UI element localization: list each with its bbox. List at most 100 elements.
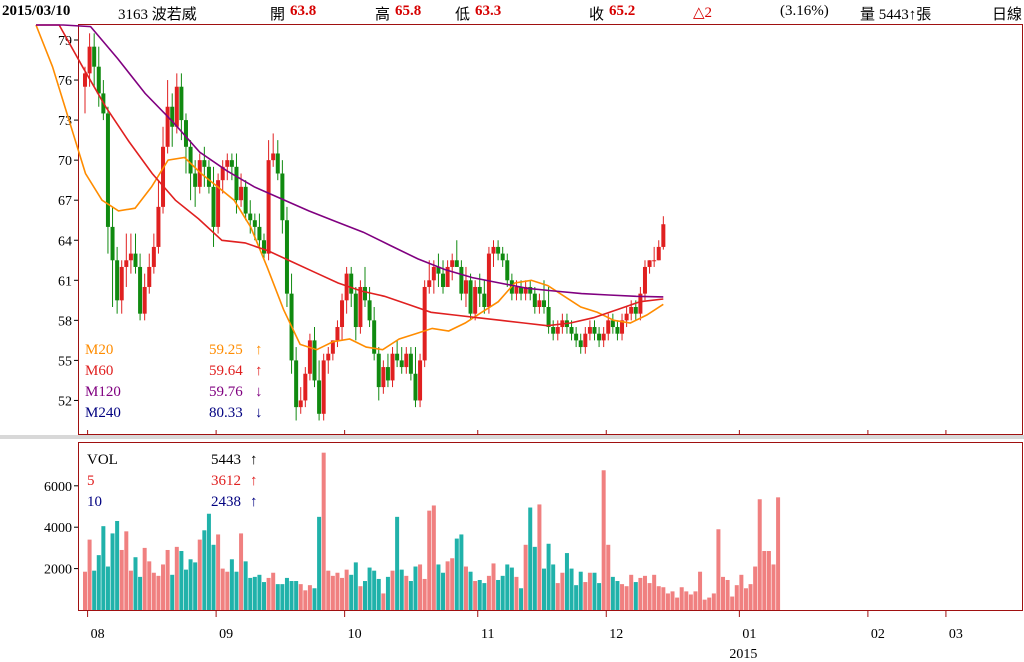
candle-up bbox=[537, 300, 542, 307]
volume-bar bbox=[326, 570, 331, 610]
volume-bar bbox=[335, 572, 340, 610]
candle-up bbox=[431, 266, 436, 281]
vol-ma10-value: 2438 bbox=[211, 494, 241, 510]
candle-up bbox=[321, 360, 326, 414]
candle-up bbox=[298, 400, 303, 408]
candlesticks bbox=[83, 33, 666, 421]
volume-bar bbox=[776, 497, 781, 610]
candle-down bbox=[528, 286, 533, 294]
volume-bar bbox=[766, 551, 771, 610]
candle-up bbox=[174, 86, 179, 127]
volume-bar bbox=[317, 516, 322, 610]
volume-tick-label: 2000 bbox=[44, 563, 72, 578]
volume-bar bbox=[234, 571, 239, 610]
candle-down bbox=[275, 153, 280, 174]
candle-down bbox=[367, 300, 372, 321]
candle-down bbox=[110, 226, 115, 261]
volume-bar bbox=[133, 557, 138, 610]
volume-bar bbox=[179, 551, 184, 610]
volume-bar bbox=[647, 583, 652, 610]
volume-bar bbox=[629, 574, 634, 610]
candle-down bbox=[532, 293, 537, 307]
volume-bar bbox=[757, 499, 762, 610]
volume-bar bbox=[262, 582, 267, 610]
quote-header: 2015/03/10 3163 波若威 開 63.8 高 65.8 低 63.3… bbox=[0, 0, 1024, 26]
candle-up bbox=[624, 313, 629, 321]
price-tick-label: 76 bbox=[58, 74, 72, 89]
volume-tick-label: 4000 bbox=[44, 521, 72, 536]
candle-up bbox=[216, 180, 221, 227]
candle-down bbox=[551, 327, 556, 334]
candle-down bbox=[633, 307, 638, 314]
ma60-arrow: ↑ bbox=[255, 363, 263, 379]
price-tick-label: 67 bbox=[58, 194, 72, 209]
candle-up bbox=[83, 73, 87, 87]
volume-bar bbox=[298, 584, 303, 610]
volume-bar bbox=[202, 530, 207, 610]
candle-up bbox=[266, 160, 271, 254]
volume-bar bbox=[514, 576, 519, 610]
candle-up bbox=[303, 373, 308, 401]
candle-down bbox=[138, 266, 143, 314]
volume-bar bbox=[275, 584, 280, 610]
volume-bar bbox=[115, 520, 120, 610]
candle-down bbox=[468, 280, 473, 314]
vol-ma5-arrow: ↑ bbox=[250, 473, 258, 489]
price-tick-label: 58 bbox=[58, 314, 72, 329]
volume-bar bbox=[427, 510, 432, 610]
candle-down bbox=[188, 146, 193, 174]
candle-up bbox=[142, 286, 147, 314]
volume-bar bbox=[725, 579, 730, 610]
candle-up bbox=[335, 327, 340, 341]
candle-up bbox=[422, 286, 427, 361]
volume-bar bbox=[188, 559, 193, 610]
candle-up bbox=[326, 353, 331, 361]
candle-down bbox=[92, 46, 97, 67]
candle-down bbox=[454, 260, 459, 267]
volume-bar bbox=[601, 470, 606, 610]
candle-down bbox=[248, 213, 253, 221]
volume-bar bbox=[87, 539, 92, 610]
volume-bar bbox=[542, 568, 546, 610]
ma-line-m60 bbox=[36, 24, 664, 327]
volume-bar bbox=[463, 566, 468, 610]
candle-down bbox=[353, 293, 358, 328]
candle-down bbox=[569, 327, 574, 334]
candle-up bbox=[271, 153, 276, 161]
candle-up bbox=[652, 260, 657, 262]
volume-bar bbox=[289, 581, 294, 610]
price-tick-label: 61 bbox=[58, 274, 72, 289]
candle-up bbox=[344, 273, 349, 301]
volume-bar bbox=[450, 558, 455, 610]
price-tick-label: 79 bbox=[58, 34, 72, 49]
candle-up bbox=[656, 246, 661, 261]
candle-up bbox=[523, 286, 528, 294]
candle-up bbox=[358, 286, 363, 328]
volume-bar bbox=[509, 567, 514, 610]
ma60-name: M60 bbox=[85, 363, 113, 379]
volume-bar bbox=[620, 584, 625, 610]
volume-bar bbox=[399, 569, 404, 610]
volume-bar bbox=[661, 587, 666, 610]
candle-down bbox=[615, 327, 620, 334]
volume-bar bbox=[418, 564, 423, 610]
volume-bar bbox=[248, 577, 253, 610]
vol-ma10-name: 10 bbox=[87, 494, 102, 510]
volume-bar bbox=[229, 559, 234, 610]
candle-down bbox=[262, 240, 267, 254]
volume-bar bbox=[170, 574, 175, 610]
volume-bar bbox=[376, 578, 381, 610]
volume-bar bbox=[459, 534, 464, 610]
volume-bar bbox=[96, 555, 101, 610]
candle-up bbox=[491, 246, 496, 254]
volume-bar bbox=[491, 563, 496, 610]
candle-down bbox=[115, 260, 120, 301]
volume-bar bbox=[216, 534, 221, 610]
volume-bar bbox=[473, 581, 478, 610]
volume-bar bbox=[665, 593, 670, 610]
volume-bar bbox=[280, 584, 285, 610]
candle-up bbox=[220, 166, 225, 181]
volume-bar bbox=[477, 579, 482, 610]
candle-up bbox=[381, 367, 386, 388]
price-tick-label: 64 bbox=[58, 234, 72, 249]
